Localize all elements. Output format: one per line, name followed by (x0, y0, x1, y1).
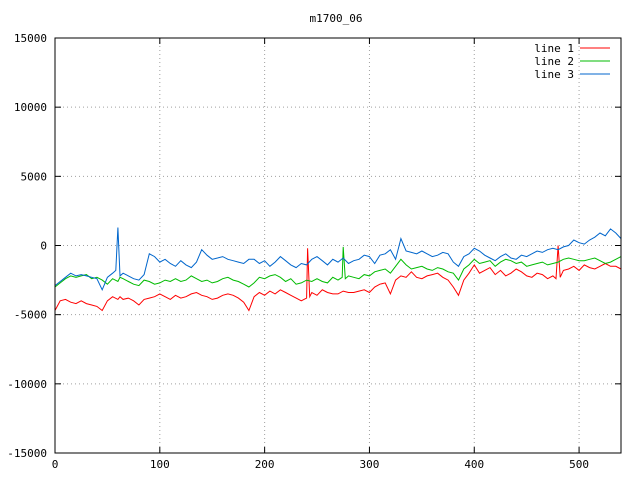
legend-label-1: line 1 (534, 42, 574, 55)
y-tick-label: 10000 (14, 101, 47, 114)
y-tick-label: 5000 (21, 170, 48, 183)
x-tick-label: 300 (360, 458, 380, 471)
series-line-3 (54, 227, 622, 292)
x-tick-label: 100 (150, 458, 170, 471)
x-tick-label: 500 (569, 458, 589, 471)
y-tick-label: 0 (40, 240, 47, 253)
series-line-1 (54, 245, 622, 312)
y-tick-label: -10000 (7, 378, 47, 391)
y-tick-label: 15000 (14, 32, 47, 45)
x-tick-label: 400 (464, 458, 484, 471)
y-tick-label: -5000 (14, 309, 47, 322)
chart-title: m1700_06 (310, 12, 363, 25)
grid-lines (54, 37, 621, 454)
series-line-2 (54, 246, 622, 288)
legend-label-3: line 3 (534, 68, 574, 81)
x-tick-label: 0 (52, 458, 59, 471)
legend-label-2: line 2 (534, 55, 574, 68)
series-layer (54, 227, 622, 312)
y-tick-label: -15000 (7, 447, 47, 460)
x-tick-label: 200 (255, 458, 275, 471)
axis-ticks: 0 100 200 300 400 500 -15000 -10000 -5000 0 5000 10… (7, 32, 621, 471)
